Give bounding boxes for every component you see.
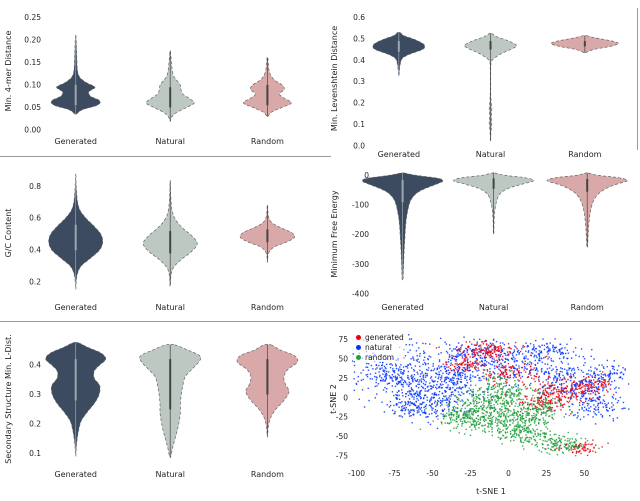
category-label: Random bbox=[251, 470, 284, 479]
legend-label: generated bbox=[365, 332, 404, 342]
y-axis-label: Minimum Free Energy bbox=[330, 190, 339, 277]
category-label: Random bbox=[251, 137, 284, 146]
x-tick-label: -25 bbox=[464, 469, 476, 478]
tsne-axes: -100 -75 -50 -25 0 25 50-75-50-250255075t-SNE … bbox=[330, 335, 590, 496]
row2-separator-line bbox=[0, 321, 640, 322]
category-label: Generated bbox=[54, 303, 96, 312]
tsne-legend: generated natural random bbox=[356, 332, 404, 362]
category-label: Random bbox=[568, 150, 601, 159]
legend-item-random: random bbox=[356, 352, 404, 362]
x-tick-label: -100 bbox=[348, 469, 365, 478]
category-label: Generated bbox=[54, 137, 96, 146]
y-tick-label: 0.05 bbox=[24, 103, 41, 112]
x-axis-label: t-SNE 1 bbox=[476, 487, 506, 496]
x-tick-label: 0 bbox=[506, 469, 511, 478]
category-label: Random bbox=[571, 303, 604, 312]
legend-label: random bbox=[365, 352, 395, 362]
y-tick-label: 0.2 bbox=[353, 99, 365, 108]
panel-gc-content: 0.2 0.4 0.6 0.8 G/C Content Generated Natural R… bbox=[4, 173, 296, 312]
y-tick-label: 0.2 bbox=[29, 420, 41, 429]
y-tick-label: 0.15 bbox=[24, 58, 41, 67]
y-tick-label: -50 bbox=[336, 432, 348, 441]
y-tick-label: 0 bbox=[364, 171, 369, 180]
y-tick-label: 0 bbox=[343, 393, 348, 402]
category-label: Generated bbox=[378, 150, 420, 159]
category-label: Generated bbox=[54, 470, 96, 479]
y-tick-label: 0.20 bbox=[24, 35, 41, 44]
y-tick-label: -400 bbox=[352, 290, 369, 299]
category-label: Natural bbox=[479, 303, 509, 312]
generated-dot-icon bbox=[356, 334, 361, 340]
y-tick-label: 0.3 bbox=[29, 390, 41, 399]
y-tick-label: 0.8 bbox=[29, 182, 41, 191]
y-axis-label: Min. 4-mer Distance bbox=[4, 31, 13, 112]
y-tick-label: 0.6 bbox=[353, 13, 365, 22]
category-label: Natural bbox=[476, 150, 506, 159]
x-tick-label: -75 bbox=[388, 469, 400, 478]
panel-minimum-free-energy: 0 -100 -200 -300 -400 Minimum Free Energy Gene… bbox=[330, 171, 628, 312]
natural-dot-icon bbox=[356, 344, 361, 350]
y-axis-label: Min. Levenshtein Distance bbox=[330, 26, 339, 131]
y-tick-label: 0.4 bbox=[29, 246, 41, 255]
y-tick-label: 75 bbox=[338, 335, 348, 344]
x-tick-label: -50 bbox=[426, 469, 438, 478]
category-label: Natural bbox=[155, 303, 185, 312]
y-tick-label: 0.3 bbox=[353, 77, 365, 86]
y-tick-label: -25 bbox=[336, 413, 348, 422]
y-tick-label: -100 bbox=[352, 201, 369, 210]
legend-label: natural bbox=[365, 342, 392, 352]
y-tick-label: 0.25 bbox=[24, 13, 41, 22]
panel-secondary-structure: 0.1 0.2 0.3 0.4 Secondary Structure Min. L-D… bbox=[4, 334, 299, 479]
y-tick-label: 0.4 bbox=[353, 56, 365, 65]
x-tick-label: 25 bbox=[542, 469, 552, 478]
right-edge-spine-line bbox=[637, 8, 638, 150]
y-tick-label: -200 bbox=[352, 230, 369, 239]
y-tick-label: 50 bbox=[338, 355, 348, 364]
panel-min-4mer-distance: 0.00 0.05 0.10 0.15 0.20 0.25 Min. 4-mer Dista… bbox=[4, 13, 292, 146]
y-tick-label: 0.2 bbox=[29, 278, 41, 287]
y-axis-label: G/C Content bbox=[4, 209, 13, 258]
y-tick-label: 0.5 bbox=[353, 34, 365, 43]
y-tick-label: 0.10 bbox=[24, 80, 41, 89]
legend-item-natural: natural bbox=[356, 342, 404, 352]
y-tick-label: 0.6 bbox=[29, 214, 41, 223]
category-label: Natural bbox=[155, 470, 185, 479]
y-tick-label: 25 bbox=[338, 374, 348, 383]
y-tick-label: -75 bbox=[336, 451, 348, 460]
panel-min-levenshtein-distance: 0.0 0.1 0.2 0.3 0.4 0.5 0.6 Min. Levenshtein Di… bbox=[330, 13, 619, 159]
row1-separator-line bbox=[0, 156, 331, 157]
y-tick-label: 0.0 bbox=[353, 141, 365, 150]
panel-tsne: -100 -75 -50 -25 0 25 50 -75 -50 -25 0 25 50 75 t-SNE … bbox=[330, 322, 640, 501]
random-dot-icon bbox=[356, 354, 361, 360]
category-label: Generated bbox=[381, 303, 423, 312]
category-label: Random bbox=[251, 303, 284, 312]
y-tick-label: 0.00 bbox=[24, 126, 41, 135]
legend-item-generated: generated bbox=[356, 332, 404, 342]
y-axis-label: t-SNE 2 bbox=[330, 384, 338, 414]
x-tick-label: 50 bbox=[580, 469, 590, 478]
y-axis-label: Secondary Structure Min. L-Dist. bbox=[4, 334, 13, 463]
y-tick-label: 0.1 bbox=[353, 120, 365, 129]
category-label: Natural bbox=[155, 137, 185, 146]
y-tick-label: -300 bbox=[352, 260, 369, 269]
y-tick-label: 0.4 bbox=[29, 361, 41, 370]
y-tick-label: 0.1 bbox=[29, 449, 41, 458]
